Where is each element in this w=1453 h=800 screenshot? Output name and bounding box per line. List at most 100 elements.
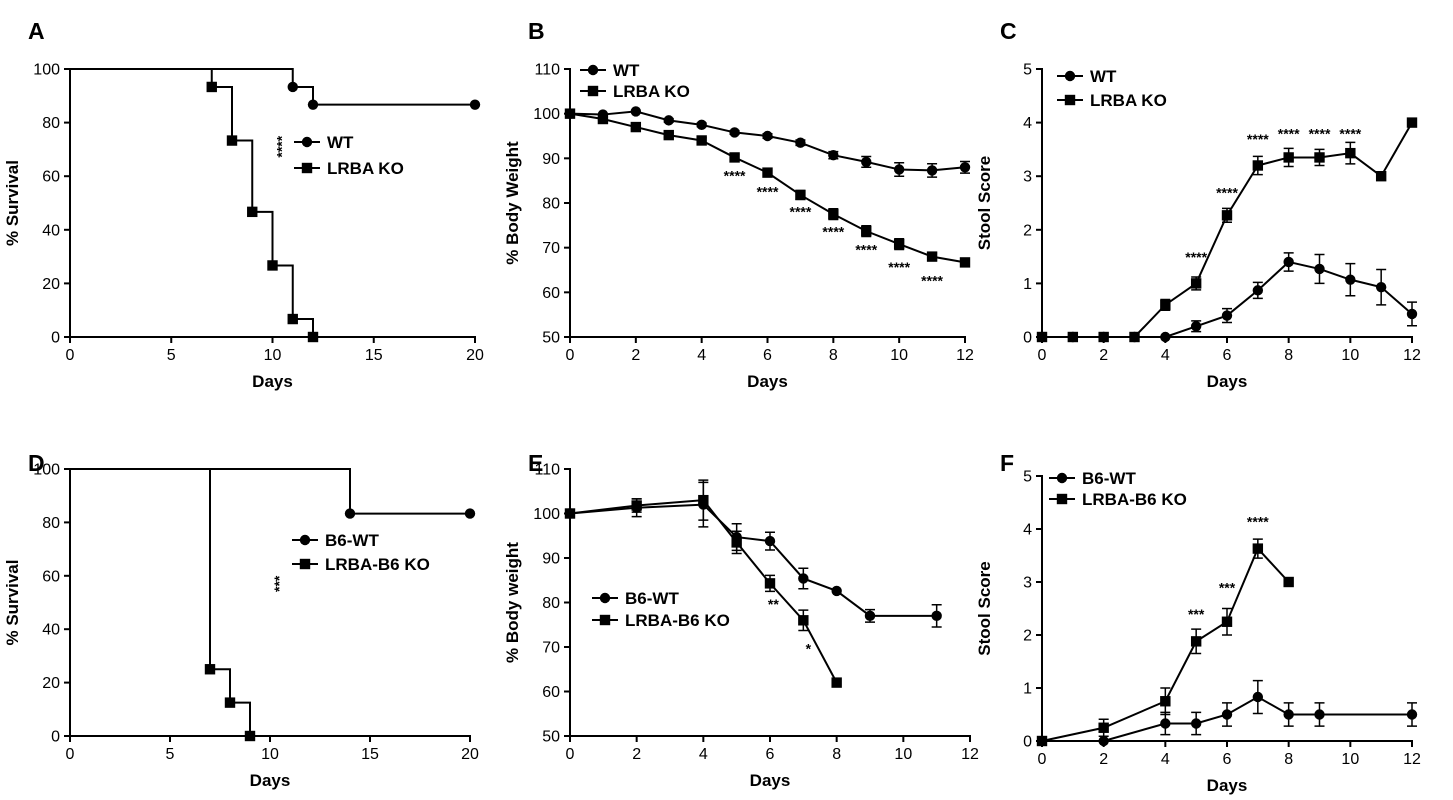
legend-label: LRBA KO xyxy=(327,159,404,178)
significance-label: **** xyxy=(1247,131,1269,147)
legend-marker xyxy=(587,64,599,76)
y-tick-label: 50 xyxy=(542,330,560,347)
x-tick-label: 8 xyxy=(1284,751,1293,768)
legend-label: LRBA KO xyxy=(613,82,690,101)
data-point xyxy=(206,81,217,93)
x-tick-label: 8 xyxy=(829,347,838,364)
data-point xyxy=(464,508,476,519)
x-tick-label: 12 xyxy=(956,347,974,364)
x-tick-label: 6 xyxy=(763,347,772,364)
y-tick-label: 1 xyxy=(1023,276,1032,293)
y-tick-label: 4 xyxy=(1023,522,1032,539)
y-tick-label: 80 xyxy=(42,515,60,532)
y-tick-label: 4 xyxy=(1023,115,1032,132)
significance-label: **** xyxy=(274,135,290,157)
data-point xyxy=(1129,331,1140,343)
y-tick-label: 0 xyxy=(51,729,60,746)
data-point xyxy=(729,152,740,163)
data-point xyxy=(1160,299,1171,311)
series-line xyxy=(1042,122,1413,338)
y-tick-label: 90 xyxy=(542,551,560,568)
legend-marker xyxy=(1064,94,1076,106)
data-point xyxy=(731,537,742,548)
legend-marker xyxy=(1064,70,1076,82)
legend: B6-WT LRBA-B6 KO xyxy=(292,531,430,574)
legend: WT LRBA KO xyxy=(294,133,404,178)
data-point xyxy=(1375,281,1387,293)
data-point xyxy=(1283,152,1294,163)
y-tick-label: 60 xyxy=(542,684,560,701)
significance-label: *** xyxy=(1219,580,1236,596)
data-point xyxy=(1345,147,1356,159)
significance-label: **** xyxy=(855,241,877,257)
data-point xyxy=(762,130,773,142)
data-point xyxy=(729,127,740,138)
data-point xyxy=(1283,709,1294,720)
x-axis-title: Days xyxy=(252,372,293,391)
y-tick-label: 50 xyxy=(542,729,560,746)
x-tick-label: 2 xyxy=(1099,751,1108,768)
data-point xyxy=(864,610,876,622)
series-line xyxy=(70,468,251,736)
legend-label: WT xyxy=(1090,67,1117,86)
series-wt xyxy=(1036,252,1418,343)
data-point xyxy=(630,106,642,117)
legend-marker xyxy=(1056,472,1068,484)
y-tick-label: 100 xyxy=(533,106,560,123)
y-tick-label: 0 xyxy=(1023,330,1032,347)
legend-label: WT xyxy=(327,133,354,152)
x-tick-label: 0 xyxy=(566,746,575,763)
series-lrba-b6-ko xyxy=(70,468,256,742)
legend-label: B6-WT xyxy=(1082,469,1136,488)
x-tick-label: 5 xyxy=(167,347,176,364)
data-point xyxy=(663,129,674,141)
legend-marker xyxy=(299,534,311,546)
data-point xyxy=(564,508,576,519)
panel-letter: A xyxy=(28,18,45,44)
data-point xyxy=(828,208,839,220)
panel-letter: B xyxy=(528,18,545,44)
data-point xyxy=(795,137,806,148)
series-line xyxy=(1042,260,1413,338)
x-tick-label: 15 xyxy=(365,347,383,364)
data-point xyxy=(1221,616,1233,627)
data-point xyxy=(764,535,776,547)
legend-label: WT xyxy=(613,61,640,80)
x-tick-label: 4 xyxy=(697,347,706,364)
data-point xyxy=(926,165,938,176)
series-b6-wt xyxy=(1036,679,1418,747)
data-point xyxy=(287,81,298,93)
x-tick-label: 8 xyxy=(1284,347,1293,364)
data-point xyxy=(1283,576,1294,588)
legend-marker xyxy=(301,136,313,148)
significance-label: *** xyxy=(271,575,287,592)
x-tick-label: 6 xyxy=(1223,751,1232,768)
data-point xyxy=(1190,321,1202,332)
x-tick-label: 5 xyxy=(166,746,175,763)
x-axis-title: Days xyxy=(1207,372,1248,391)
data-point xyxy=(696,135,707,146)
y-tick-label: 60 xyxy=(42,169,60,186)
x-axis-title: Days xyxy=(1207,776,1248,795)
data-point xyxy=(307,99,319,110)
legend: WT LRBA KO xyxy=(580,61,690,101)
data-point xyxy=(1406,308,1418,320)
data-point xyxy=(1252,160,1264,171)
data-point xyxy=(926,251,938,262)
significance-label: **** xyxy=(790,203,812,219)
significance-label: **** xyxy=(888,259,910,275)
series-wt xyxy=(70,68,481,110)
y-tick-label: 0 xyxy=(51,330,60,347)
y-tick-label: 90 xyxy=(542,151,560,168)
legend-marker xyxy=(299,558,311,570)
y-tick-label: 80 xyxy=(42,115,60,132)
legend-marker xyxy=(599,614,611,626)
series-wt xyxy=(564,106,971,178)
significance-label: ** xyxy=(768,596,779,612)
legend-marker xyxy=(1056,493,1068,505)
data-point xyxy=(1252,285,1264,296)
series-lrba-b6-ko xyxy=(564,479,842,688)
y-axis-title: % Body Weight xyxy=(503,141,522,265)
x-tick-label: 0 xyxy=(1038,347,1047,364)
